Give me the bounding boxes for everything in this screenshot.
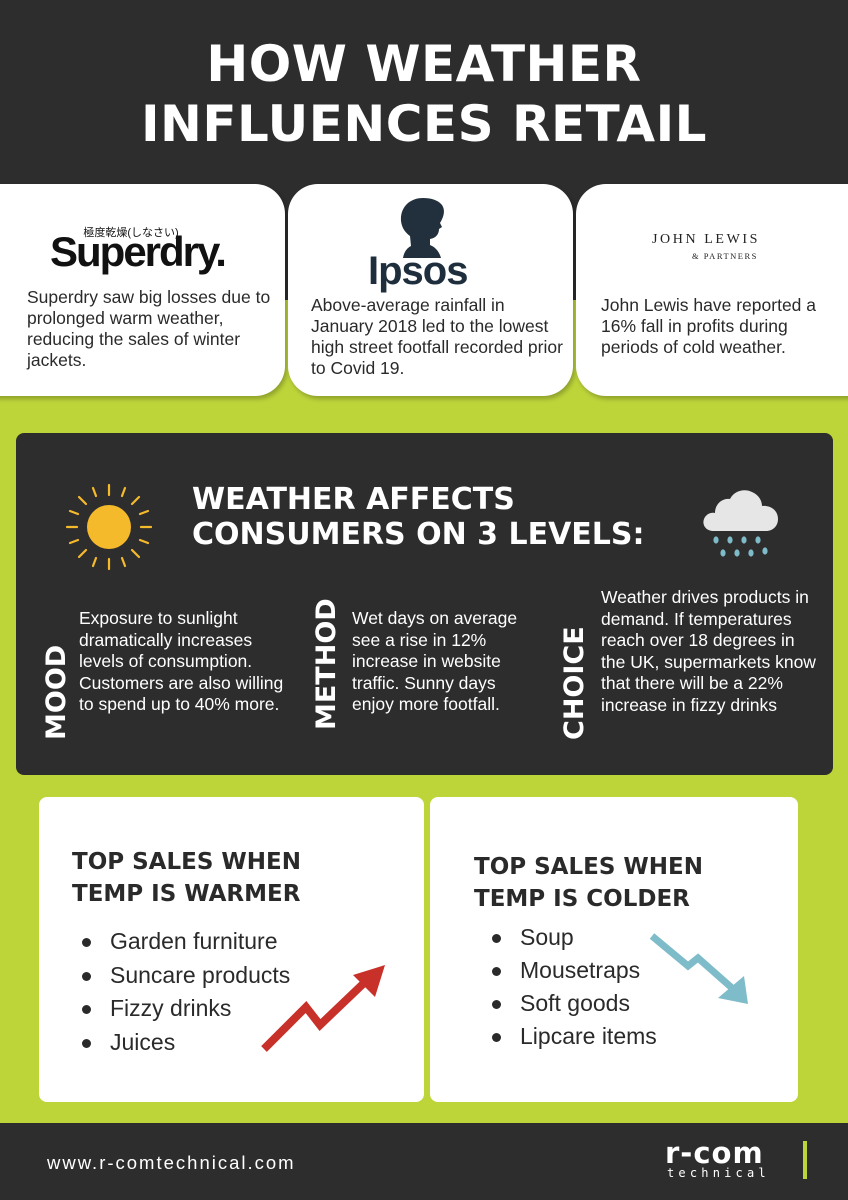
choice-label: CHOICE [559,626,590,740]
superdry-logo-subtext: 極度乾燥(しなさい) [83,227,179,239]
page-title: HOW WEATHER INFLUENCES RETAIL [140,35,708,153]
john-lewis-logo-subtext: & PARTNERS [692,251,758,261]
consumer-levels-title: WEATHER AFFECTS CONSUMERS ON 3 LEVELS: [192,482,645,552]
colder-sales-title: TOP SALES WHEN TEMP IS COLDER [474,854,703,912]
list-item: Soup [482,922,657,955]
warmer-sales-title: TOP SALES WHEN TEMP IS WARMER [72,849,301,907]
mood-text: Exposure to sunlight dramatically increa… [79,608,284,714]
colder-sales-list: Soup Mousetraps Soft goods Lipcare items [482,922,657,1054]
list-item: Soft goods [482,988,657,1021]
method-label: METHOD [311,598,342,730]
method-text: Wet days on average see a rise in 12% in… [352,608,518,714]
ipsos-head-icon [400,198,444,258]
mood-label: MOOD [41,644,72,740]
choice-text: Weather drives products in demand. If te… [601,587,816,715]
john-lewis-logo: JOHN LEWIS [652,232,761,247]
list-item: Suncare products [72,960,290,994]
warmer-sales-list: Garden furniture Suncare products Fizzy … [72,926,290,1060]
ipsos-text: Above-average rainfall in January 2018 l… [311,295,563,378]
rcom-logo: r-com [665,1136,764,1170]
website-link[interactable]: www.r-comtechnical.com [47,1152,296,1173]
rain-cloud-icon [703,490,778,557]
list-item: Juices [72,1027,290,1061]
list-item: Mousetraps [482,955,657,988]
consumer-levels-panel [16,433,833,775]
superdry-logo: Superdry. [50,228,227,275]
superdry-text: Superdry saw big losses due to prolonged… [27,287,271,370]
list-item: Lipcare items [482,1021,657,1054]
john-lewis-text: John Lewis have reported a 16% fall in p… [601,295,816,357]
trend-down-arrow-icon [649,933,748,1004]
colder-sales-card [430,797,798,1102]
warmer-sales-card [39,797,424,1102]
sun-icon [65,483,153,571]
list-item: Fizzy drinks [72,993,290,1027]
rcom-logo-bar [803,1141,807,1179]
rcom-logo-subtext: technical [667,1166,770,1180]
list-item: Garden furniture [72,926,290,960]
ipsos-logo: Ipsos [368,249,468,293]
superdry-card [0,184,285,396]
john-lewis-card [576,184,848,396]
trend-up-arrow-icon [261,965,385,1052]
footer [0,1123,848,1200]
